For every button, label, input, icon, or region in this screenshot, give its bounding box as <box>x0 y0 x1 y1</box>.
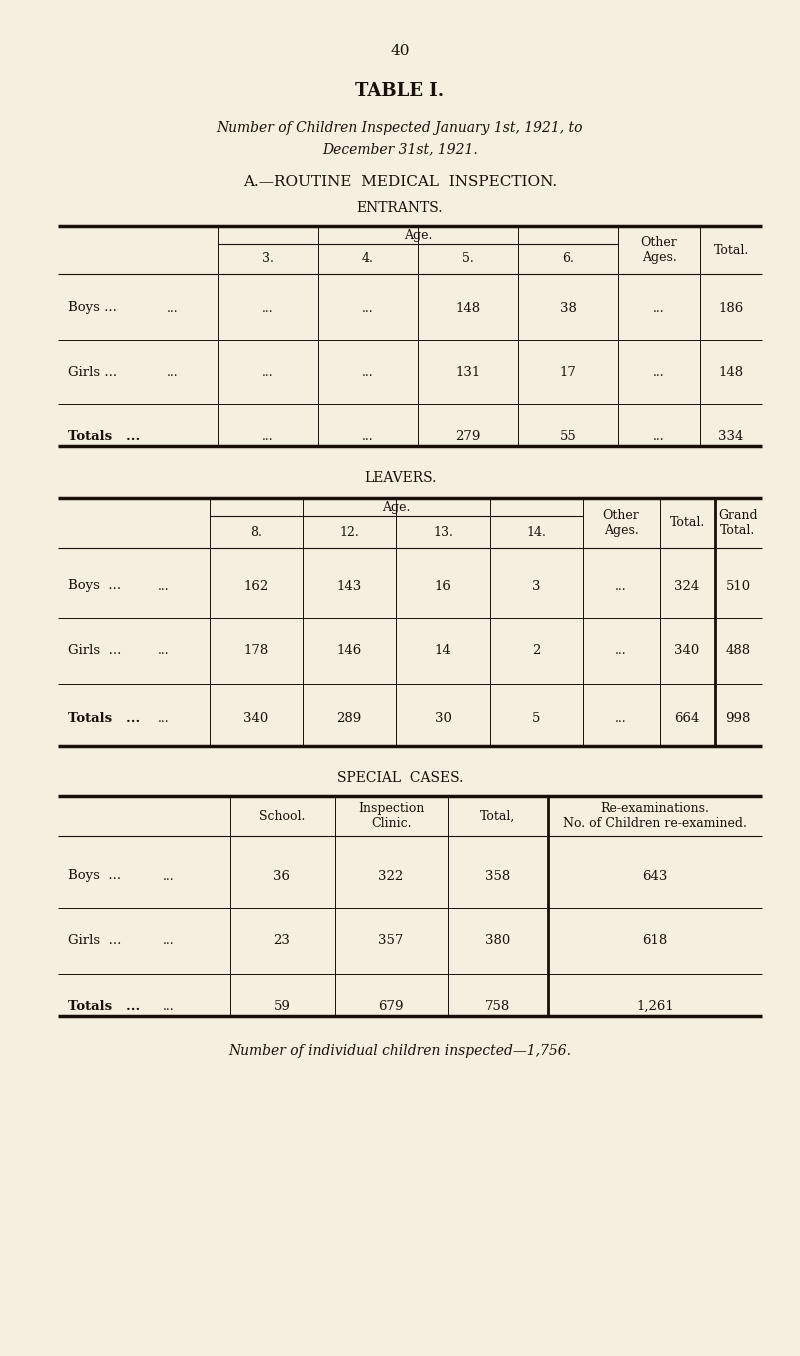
Text: 4.: 4. <box>362 252 374 266</box>
Text: 510: 510 <box>726 579 750 593</box>
Text: 14.: 14. <box>526 526 546 538</box>
Text: 6.: 6. <box>562 252 574 266</box>
Text: ...: ... <box>158 712 170 724</box>
Text: Totals   ...: Totals ... <box>68 430 140 442</box>
Text: Total.: Total. <box>714 244 749 256</box>
Text: 23: 23 <box>274 934 290 948</box>
Text: Girls ...: Girls ... <box>68 366 117 378</box>
Text: 17: 17 <box>559 366 577 378</box>
Text: 279: 279 <box>455 430 481 442</box>
Text: ...: ... <box>615 579 627 593</box>
Text: Grand
Total.: Grand Total. <box>718 508 758 537</box>
Text: 758: 758 <box>486 999 510 1013</box>
Text: 40: 40 <box>390 43 410 58</box>
Text: 2: 2 <box>532 644 540 658</box>
Text: 324: 324 <box>674 579 700 593</box>
Text: Girls  ...: Girls ... <box>68 934 122 948</box>
Text: 14: 14 <box>434 644 451 658</box>
Text: Boys  ...: Boys ... <box>68 579 121 593</box>
Text: Totals   ...: Totals ... <box>68 712 140 724</box>
Text: 618: 618 <box>642 934 668 948</box>
Text: 143: 143 <box>336 579 362 593</box>
Text: 13.: 13. <box>433 526 453 538</box>
Text: ...: ... <box>163 999 175 1013</box>
Text: 59: 59 <box>274 999 290 1013</box>
Text: 664: 664 <box>674 712 700 724</box>
Text: ...: ... <box>653 430 665 442</box>
Text: December 31st, 1921.: December 31st, 1921. <box>322 142 478 156</box>
Text: 8.: 8. <box>250 526 262 538</box>
Text: 148: 148 <box>455 301 481 315</box>
Text: ...: ... <box>262 301 274 315</box>
Text: ...: ... <box>262 366 274 378</box>
Text: 148: 148 <box>718 366 743 378</box>
Text: ...: ... <box>362 366 374 378</box>
Text: ...: ... <box>163 934 175 948</box>
Text: 340: 340 <box>674 644 700 658</box>
Text: Boys ...: Boys ... <box>68 301 117 315</box>
Text: Inspection
Clinic.: Inspection Clinic. <box>358 801 424 830</box>
Text: 3.: 3. <box>262 252 274 266</box>
Text: 322: 322 <box>378 869 404 883</box>
Text: Totals   ...: Totals ... <box>68 999 140 1013</box>
Text: ...: ... <box>653 366 665 378</box>
Text: Total,: Total, <box>480 810 516 823</box>
Text: SPECIAL  CASES.: SPECIAL CASES. <box>337 772 463 785</box>
Text: 3: 3 <box>532 579 540 593</box>
Text: 380: 380 <box>486 934 510 948</box>
Text: Total.: Total. <box>670 517 705 529</box>
Text: 488: 488 <box>726 644 750 658</box>
Text: 12.: 12. <box>339 526 359 538</box>
Text: ...: ... <box>362 430 374 442</box>
Text: 16: 16 <box>434 579 451 593</box>
Text: Number of Children Inspected January 1st, 1921, to: Number of Children Inspected January 1st… <box>217 121 583 136</box>
Text: ...: ... <box>163 869 175 883</box>
Text: ENTRANTS.: ENTRANTS. <box>357 201 443 216</box>
Text: Other
Ages.: Other Ages. <box>641 236 678 264</box>
Text: 643: 643 <box>642 869 668 883</box>
Text: School.: School. <box>259 810 305 823</box>
Text: 5.: 5. <box>462 252 474 266</box>
Text: ...: ... <box>158 644 170 658</box>
Text: ...: ... <box>158 579 170 593</box>
Text: 5: 5 <box>532 712 540 724</box>
Text: LEAVERS.: LEAVERS. <box>364 471 436 485</box>
Text: 334: 334 <box>718 430 744 442</box>
Text: 358: 358 <box>486 869 510 883</box>
Text: TABLE I.: TABLE I. <box>355 81 445 100</box>
Text: 131: 131 <box>455 366 481 378</box>
Text: 178: 178 <box>243 644 269 658</box>
Text: Number of individual children inspected—1,756.: Number of individual children inspected—… <box>229 1044 571 1058</box>
Text: 55: 55 <box>560 430 576 442</box>
Text: 162: 162 <box>243 579 269 593</box>
Text: 357: 357 <box>378 934 404 948</box>
Text: Re-examinations.
No. of Children re-examined.: Re-examinations. No. of Children re-exam… <box>563 801 747 830</box>
Text: Girls  ...: Girls ... <box>68 644 122 658</box>
Text: Age.: Age. <box>382 500 410 514</box>
Text: 146: 146 <box>336 644 362 658</box>
Text: ...: ... <box>653 301 665 315</box>
Text: 186: 186 <box>718 301 744 315</box>
Text: ...: ... <box>362 301 374 315</box>
Text: Other
Ages.: Other Ages. <box>602 508 639 537</box>
Text: ...: ... <box>615 644 627 658</box>
Text: Boys  ...: Boys ... <box>68 869 121 883</box>
Text: 36: 36 <box>274 869 290 883</box>
Text: A.—ROUTINE  MEDICAL  INSPECTION.: A.—ROUTINE MEDICAL INSPECTION. <box>243 175 557 188</box>
Text: 1,261: 1,261 <box>636 999 674 1013</box>
Text: 998: 998 <box>726 712 750 724</box>
Text: 38: 38 <box>559 301 577 315</box>
Text: ...: ... <box>167 301 179 315</box>
Text: ...: ... <box>167 366 179 378</box>
Text: 289: 289 <box>336 712 362 724</box>
Text: Age.: Age. <box>404 229 432 241</box>
Text: ...: ... <box>615 712 627 724</box>
Text: 679: 679 <box>378 999 404 1013</box>
Text: 340: 340 <box>243 712 269 724</box>
Text: ...: ... <box>262 430 274 442</box>
Text: 30: 30 <box>434 712 451 724</box>
